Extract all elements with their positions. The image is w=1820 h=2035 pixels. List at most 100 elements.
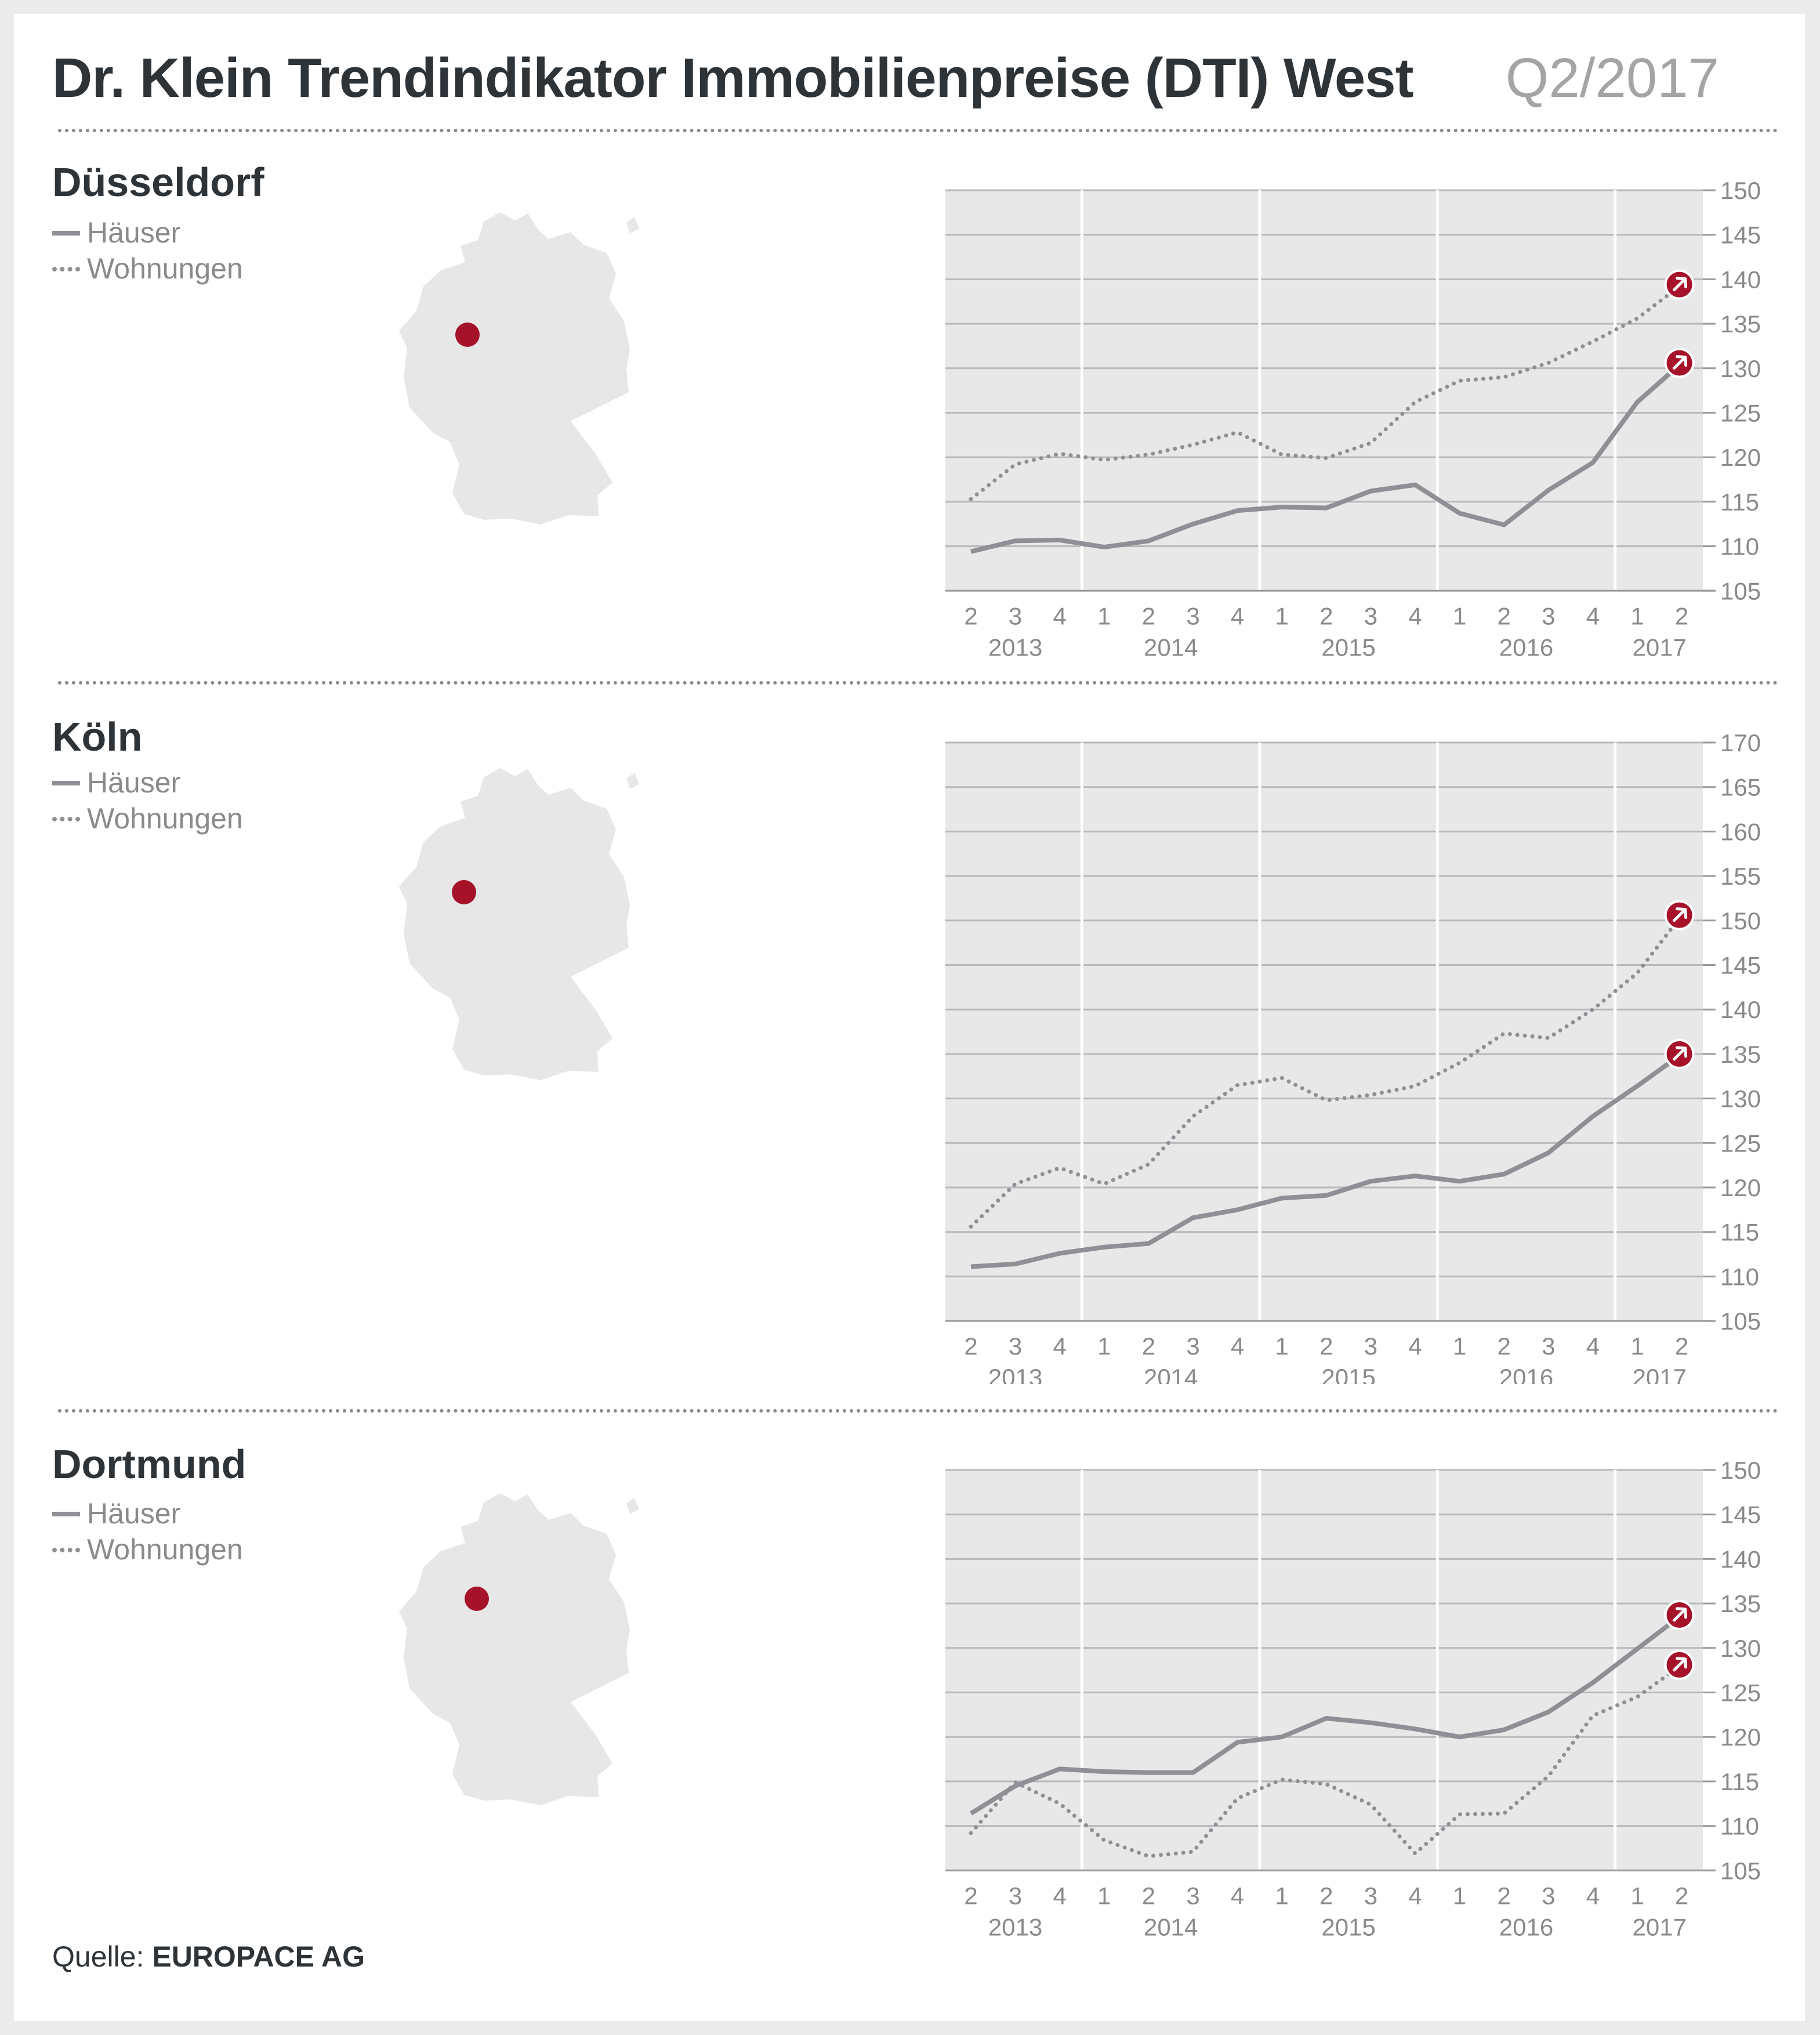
x-tick-label: 2 [1498,602,1511,629]
legend-dotted-swatch [52,816,80,821]
series-line-haeuser [970,361,1684,554]
germany-map [399,1493,639,1805]
legend-apartments: Wohnungen [52,1533,243,1567]
y-tick-label: 110 [1720,1263,1759,1290]
y-tick-label: 125 [1720,1129,1761,1157]
trend-arrow-shaft [1673,356,1687,370]
series-line-haeuser [970,1052,1683,1269]
x-tick-label: 3 [1364,1882,1377,1909]
x-tick-label: 2 [1498,1882,1511,1909]
x-tick-label: 1 [1630,1332,1644,1360]
x-tick-label: 2 [1675,1882,1688,1909]
year-label: 2015 [1321,1364,1375,1384]
year-label: 2013 [988,1364,1042,1384]
trend-up-arrow-icon [1664,900,1695,930]
trend-arrow-head [1676,1657,1688,1669]
y-tick-label: 150 [1720,1457,1761,1484]
legend-solid-swatch [52,230,80,236]
x-tick-label: 2 [1142,1882,1155,1909]
legend-houses-label: Häuser [87,1497,181,1530]
x-tick-label: 1 [1097,602,1111,629]
year-label: 2014 [1144,1913,1198,1938]
y-tick-label: 170 [1720,729,1761,756]
x-tick-label: 3 [1009,1882,1022,1909]
x-tick-label: 1 [1275,1882,1289,1909]
x-tick-label: 3 [1009,1332,1022,1360]
source-name: EUROPACE AG [152,1940,365,1973]
trend-up-arrow-icon [1664,1038,1695,1069]
legend-apartments: Wohnungen [52,252,243,287]
x-tick-label: 2 [1319,1332,1333,1360]
plot-area [945,190,1703,591]
trend-arrow-shaft [1673,1047,1687,1061]
legend-solid-swatch [52,780,80,785]
y-tick-label: 105 [1720,1308,1761,1335]
y-tick-label: 150 [1720,177,1761,204]
legend-solid-swatch [52,1511,80,1516]
y-tick-label: 145 [1720,222,1761,249]
x-tick-label: 3 [1364,602,1377,629]
trend-arrow-shaft [1673,1657,1687,1672]
series-line-wohnungen [969,1663,1684,1859]
x-tick-label: 3 [1186,602,1199,629]
legend-dotted-swatch [52,266,80,271]
x-tick-label: 4 [1586,602,1600,629]
trend-up-arrow-icon [1664,269,1695,300]
year-label: 2014 [1144,1364,1198,1384]
y-tick-label: 105 [1720,577,1761,604]
city-title: Köln [52,714,143,759]
x-tick-label: 4 [1053,602,1067,629]
y-tick-label: 130 [1720,1085,1761,1113]
legend-houses: Häuser [52,766,180,801]
x-tick-label: 4 [1408,1332,1422,1360]
x-tick-label: 3 [1364,1332,1377,1360]
series-line-haeuser [969,1613,1684,1816]
year-label: 2017 [1633,633,1687,658]
price-chart: 105 110 115 120 125 130 135 140 145 150 155 160 165 1… [945,729,1761,1384]
y-tick-label: 165 [1720,774,1761,801]
y-tick-label: 135 [1720,1590,1761,1617]
year-label: 2016 [1499,1913,1553,1938]
x-tick-label: 1 [1097,1332,1111,1360]
x-tick-label: 3 [1542,1882,1555,1909]
y-tick-label: 125 [1720,1679,1761,1707]
trend-arrow-head [1676,1046,1688,1058]
y-tick-label: 125 [1720,400,1761,427]
y-tick-label: 115 [1720,1768,1759,1795]
y-tick-label: 105 [1720,1857,1761,1884]
x-tick-label: 2 [1319,1882,1333,1909]
x-tick-label: 2 [964,1332,977,1360]
x-tick-label: 3 [1542,602,1555,629]
x-tick-label: 1 [1097,1882,1111,1909]
price-chart: 105 110 115 120 125 130 135 140 145 150 2 3 4 1 2 3 4 1 2 3… [945,1457,1761,1938]
y-tick-label: 145 [1720,952,1761,979]
y-tick-label: 115 [1720,1219,1759,1246]
city-location-dot [465,1587,489,1611]
x-tick-label: 4 [1053,1882,1067,1909]
x-tick-label: 3 [1186,1332,1199,1360]
year-label: 2013 [988,1913,1042,1938]
city-location-dot [452,880,476,904]
x-tick-label: 3 [1009,602,1022,629]
x-tick-label: 1 [1453,1882,1466,1909]
x-tick-label: 4 [1586,1882,1600,1909]
y-tick-label: 110 [1720,1813,1759,1840]
trend-up-arrow-icon [1664,347,1695,378]
y-tick-label: 115 [1720,488,1759,516]
trend-arrow-head [1676,355,1688,367]
y-tick-label: 140 [1720,266,1761,293]
y-tick-label: 130 [1720,1635,1761,1662]
trend-arrow-shaft [1673,1607,1687,1622]
divider [58,129,1778,132]
legend-apartments-label: Wohnungen [87,802,243,835]
trend-up-arrow-icon [1664,1600,1695,1630]
legend-houses-label: Häuser [87,766,181,799]
legend-houses-label: Häuser [87,216,181,249]
y-tick-label: 130 [1720,355,1761,382]
y-tick-label: 160 [1720,818,1761,845]
x-tick-label: 4 [1053,1332,1067,1360]
legend-apartments-label: Wohnungen [87,1533,243,1566]
source-label: Quelle: [52,1940,144,1973]
plot-area [945,743,1703,1321]
year-label: 2017 [1633,1364,1687,1384]
